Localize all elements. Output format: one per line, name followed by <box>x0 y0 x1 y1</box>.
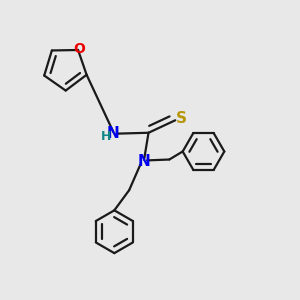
Text: N: N <box>107 126 120 141</box>
Text: S: S <box>176 111 187 126</box>
Text: H: H <box>101 130 112 142</box>
Text: N: N <box>138 154 150 169</box>
Text: O: O <box>73 42 85 56</box>
